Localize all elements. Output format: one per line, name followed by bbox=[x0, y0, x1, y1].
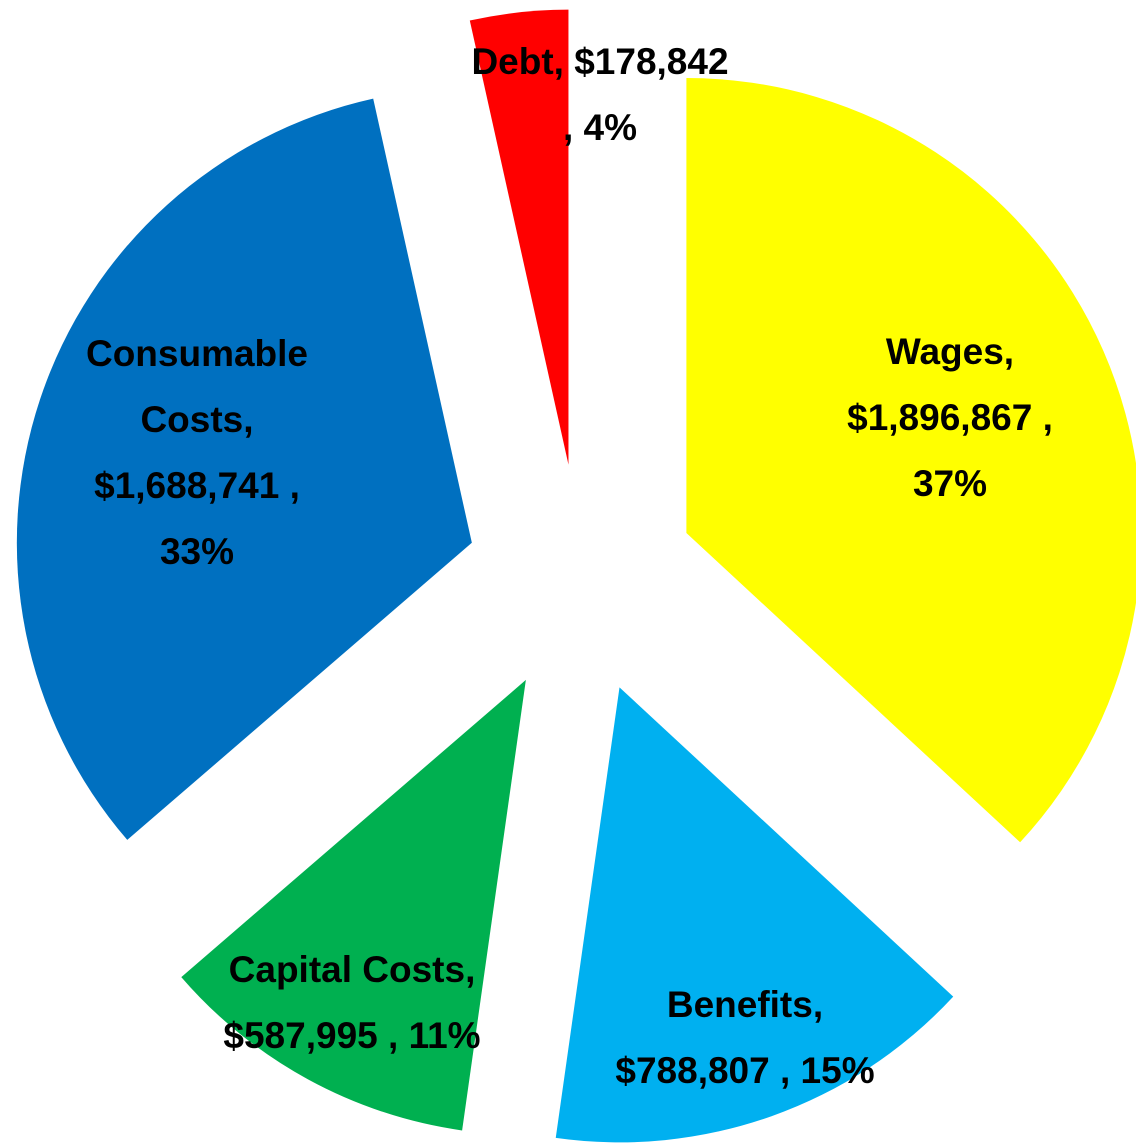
data-label: 37% bbox=[913, 463, 987, 504]
data-label: 33% bbox=[160, 531, 234, 572]
data-label: $1,896,867 , bbox=[847, 397, 1053, 438]
pie-slice bbox=[16, 98, 472, 840]
pie-slice bbox=[469, 9, 569, 465]
data-label: Wages, bbox=[886, 331, 1014, 372]
data-label: Costs, bbox=[140, 399, 253, 440]
data-label: Debt, $178,842 bbox=[471, 41, 728, 82]
pie-slice bbox=[555, 687, 954, 1143]
data-label: $788,807 , 15% bbox=[615, 1050, 874, 1091]
data-label: $1,688,741 , bbox=[94, 465, 300, 506]
pie-slice bbox=[686, 77, 1136, 843]
data-label: Capital Costs, bbox=[229, 949, 476, 990]
data-label: Consumable bbox=[86, 333, 308, 374]
data-label: $587,995 , 11% bbox=[223, 1015, 480, 1056]
pie-slice bbox=[181, 679, 526, 1131]
data-label: , 4% bbox=[563, 107, 637, 148]
data-label: Benefits, bbox=[667, 984, 823, 1025]
